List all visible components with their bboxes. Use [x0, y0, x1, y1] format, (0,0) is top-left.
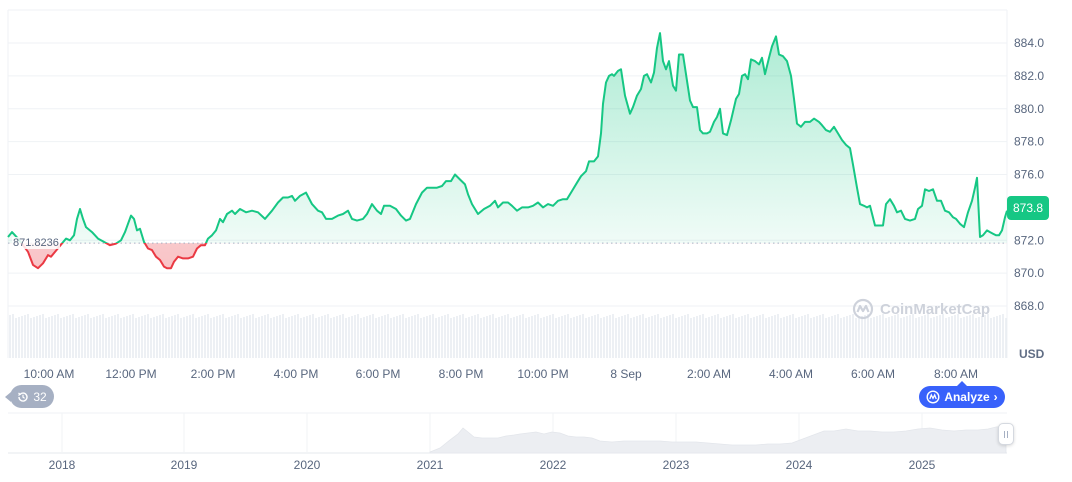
y-tick-label: 868.0	[1014, 299, 1044, 313]
history-clock-icon	[18, 391, 28, 402]
analyze-label: Analyze	[944, 390, 990, 404]
analyze-logo-icon	[926, 390, 940, 404]
x-tick-label: 2:00 AM	[687, 367, 731, 381]
history-button[interactable]: 32	[5, 385, 54, 408]
navigator-year-label: 2025	[909, 458, 936, 472]
x-tick-label: 6:00 AM	[851, 367, 895, 381]
analyze-button[interactable]: Analyze ›	[919, 381, 1005, 408]
navigator-handle[interactable]	[998, 423, 1014, 445]
x-tick-label: 8 Sep	[610, 367, 642, 381]
y-tick-label: 884.0	[1014, 36, 1044, 50]
history-count: 32	[33, 389, 47, 404]
x-tick-label: 12:00 PM	[105, 367, 156, 381]
watermark-text: CoinMarketCap	[880, 300, 991, 318]
price-line-up	[7, 32, 1007, 243]
navigator-year-label: 2024	[786, 458, 813, 472]
price-line-down	[20, 243, 208, 270]
x-tick-label: 4:00 PM	[274, 367, 319, 381]
coinmarketcap-logo-icon	[852, 298, 874, 320]
y-tick-label: 880.0	[1014, 102, 1044, 116]
navigator-year-label: 2019	[171, 458, 198, 472]
navigator-year-label: 2018	[49, 458, 76, 472]
chevron-right-icon: ›	[993, 390, 998, 404]
grid-lines	[7, 9, 1008, 358]
x-axis: 10:00 AM 12:00 PM 2:00 PM 4:00 PM 6:00 PM 8:0…	[24, 367, 978, 381]
currency-label: USD	[1019, 347, 1045, 361]
y-tick-label: 882.0	[1014, 69, 1044, 83]
time-navigator[interactable]: 2018 2019 2020 2021 2022 2023 2024 2025	[8, 412, 1007, 472]
x-tick-label: 6:00 PM	[356, 367, 401, 381]
navigator-area	[429, 425, 1007, 454]
navigator-year-label: 2023	[663, 458, 690, 472]
navigator-year-label: 2021	[417, 458, 444, 472]
x-tick-label: 10:00 AM	[24, 367, 75, 381]
navigator-year-label: 2020	[294, 458, 321, 472]
coinmarketcap-watermark: CoinMarketCap	[852, 298, 990, 320]
x-tick-label: 10:00 PM	[517, 367, 568, 381]
current-price-badge: 873.8	[1007, 196, 1049, 220]
x-tick-label: 2:00 PM	[191, 367, 236, 381]
navigator-year-label: 2022	[540, 458, 567, 472]
x-tick-label: 8:00 PM	[439, 367, 484, 381]
x-tick-label: 8:00 AM	[934, 367, 978, 381]
y-tick-label: 870.0	[1014, 266, 1044, 280]
y-tick-label: 872.0	[1014, 233, 1044, 247]
y-axis: 884.0 882.0 880.0 878.0 876.0 872.0 870.0 868.0	[1014, 36, 1044, 313]
y-tick-label: 876.0	[1014, 168, 1044, 182]
y-tick-label: 878.0	[1014, 135, 1044, 149]
baseline-label: 871.8236	[12, 237, 60, 249]
x-tick-label: 4:00 AM	[769, 367, 813, 381]
price-area-up	[8, 33, 1007, 243]
volume-bars	[9, 314, 1007, 358]
